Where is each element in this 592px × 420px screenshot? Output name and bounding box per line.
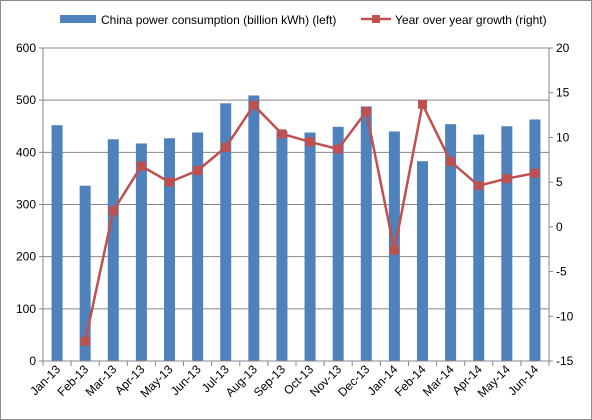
x-tick-label: Jun-13: [168, 362, 204, 398]
growth-point: [446, 157, 456, 167]
legend-line-label: Year over year growth (right): [395, 13, 547, 27]
growth-point: [165, 177, 174, 187]
right-tick-label: 10: [556, 130, 570, 144]
growth-point: [136, 161, 146, 171]
right-tick-label: -10: [556, 309, 574, 323]
bar: [51, 125, 63, 361]
bar: [164, 138, 175, 361]
x-tick-label: Mar-14: [420, 362, 457, 399]
bar: [332, 126, 344, 361]
left-tick-label: 600: [16, 41, 36, 55]
growth-point: [502, 174, 512, 184]
x-tick-label: Dec-13: [335, 362, 372, 399]
growth-point: [333, 144, 343, 154]
growth-point: [249, 100, 259, 110]
right-tick-label: 15: [556, 86, 570, 100]
growth-point: [361, 106, 371, 116]
growth-point: [193, 166, 203, 176]
x-tick-label: Sep-13: [251, 362, 288, 399]
growth-point: [108, 206, 118, 216]
right-axis-ticks: -15 -10 -5 0 5 10 15 20: [556, 41, 574, 368]
x-axis-ticks: Jan-13Feb-13Mar-13Apr-13May-13Jun-13Jul-…: [27, 362, 541, 400]
left-tick-label: 500: [16, 93, 36, 107]
bar: [304, 132, 316, 361]
x-tick-label: May-14: [475, 362, 513, 400]
left-axis-ticks: 0 100 200 300 400 500 600: [16, 41, 36, 368]
bar: [276, 130, 288, 361]
bar: [473, 134, 485, 361]
bar: [107, 139, 119, 361]
legend-bar-label: China power consumption (billion kWh) (l…: [101, 13, 336, 27]
x-tick-label: May-13: [137, 362, 175, 400]
bar: [79, 185, 91, 361]
legend-bar-swatch: [60, 15, 96, 23]
bar: [501, 126, 513, 361]
gridlines: [43, 47, 549, 310]
growth-point: [530, 168, 540, 178]
x-tick-label: Mar-13: [83, 362, 120, 399]
left-tick-label: 100: [16, 302, 36, 316]
bar: [192, 132, 204, 361]
axes: [39, 47, 553, 366]
bar: [529, 119, 541, 362]
right-tick-label: 0: [556, 220, 563, 234]
bar-series: [51, 95, 541, 362]
bar: [135, 143, 147, 361]
right-tick-label: -15: [556, 354, 574, 368]
growth-point: [418, 99, 427, 109]
right-tick-label: 5: [556, 175, 563, 189]
growth-point: [277, 129, 287, 139]
left-tick-label: 0: [29, 354, 36, 368]
growth-point: [221, 142, 231, 152]
right-tick-label: -5: [556, 265, 567, 279]
right-tick-label: 20: [556, 41, 570, 55]
growth-point: [474, 181, 484, 191]
growth-point: [389, 245, 399, 255]
bar: [417, 161, 428, 361]
left-tick-label: 200: [16, 250, 36, 264]
legend: China power consumption (billion kWh) (l…: [60, 13, 547, 27]
bar: [220, 103, 232, 362]
legend-line-marker: [372, 15, 380, 23]
growth-point: [305, 137, 315, 147]
bar: [445, 124, 457, 361]
left-tick-label: 300: [16, 198, 36, 212]
bar: [360, 106, 372, 361]
line-series: [80, 99, 540, 346]
left-tick-label: 400: [16, 145, 36, 159]
bar: [248, 95, 260, 361]
x-tick-label: Jun-14: [505, 362, 541, 398]
growth-point: [80, 336, 90, 346]
